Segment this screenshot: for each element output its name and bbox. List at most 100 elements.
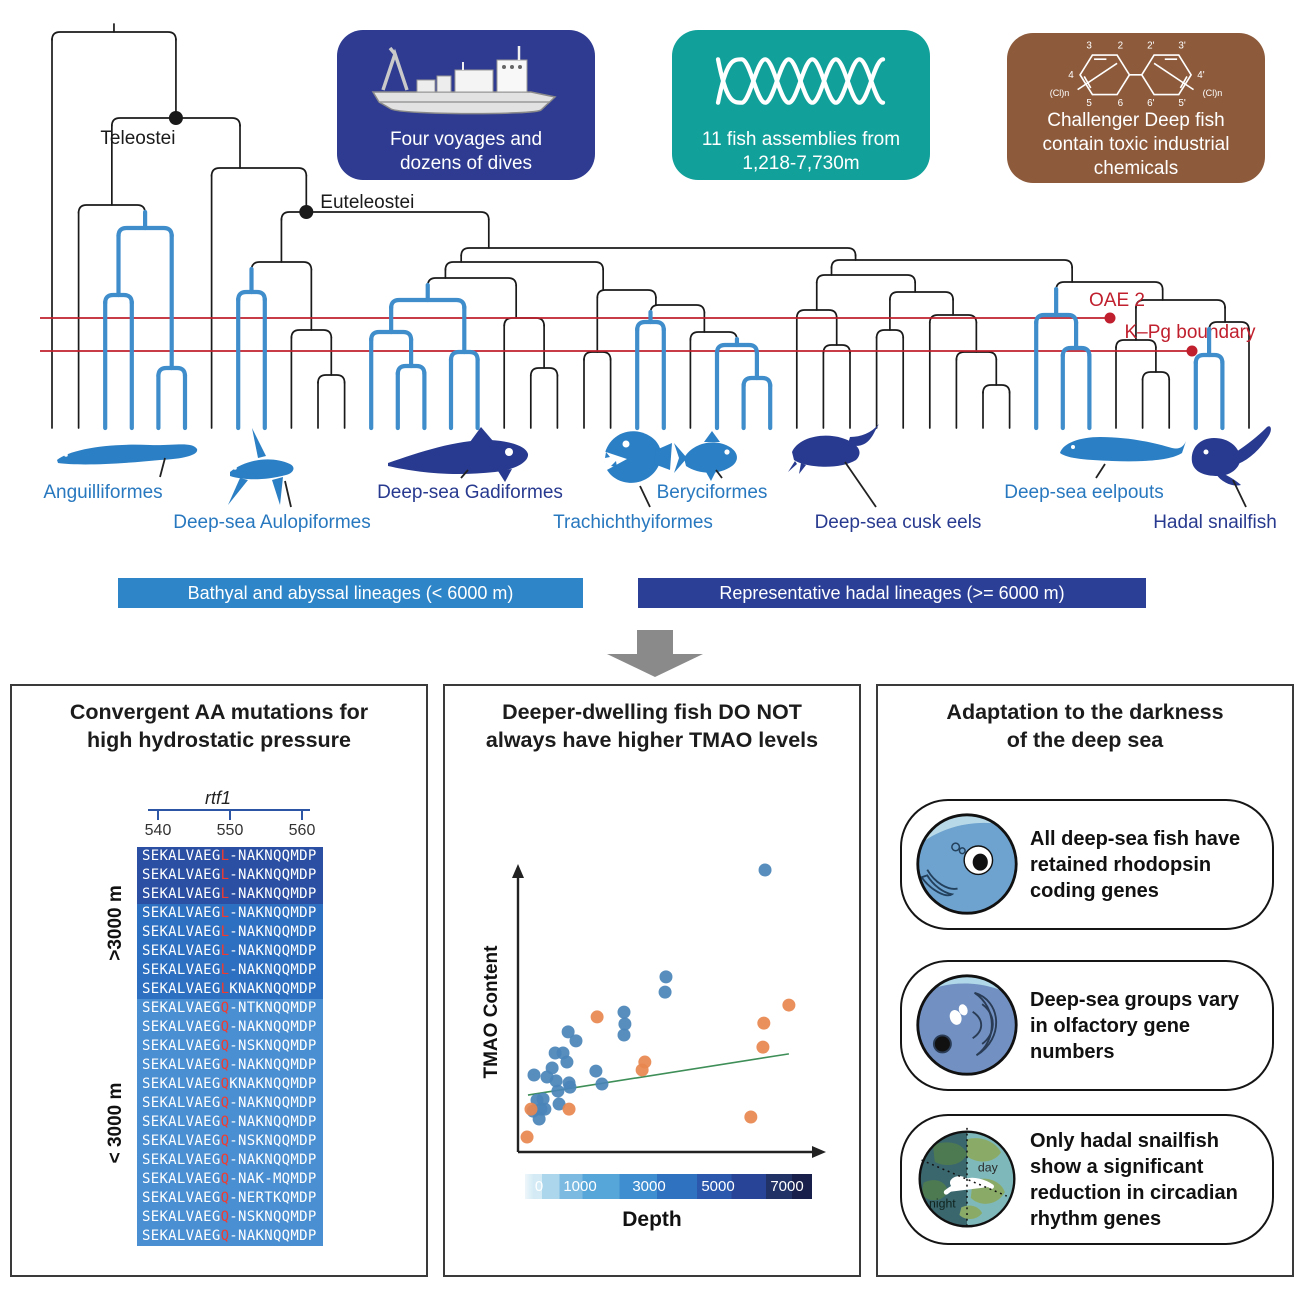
chemicals-caption: Challenger Deep fish contain toxic indus…	[1013, 109, 1259, 181]
teleostei-label: Teleostei	[100, 128, 175, 149]
panel-right-title: Adaptation to the darkness of the deep s…	[878, 698, 1292, 754]
fish-eye-icon	[914, 811, 1020, 922]
mutation-residue: Q	[220, 1114, 230, 1130]
tree-branch	[830, 259, 1073, 269]
dna-helix-icon	[672, 48, 930, 114]
mutation-residue: L	[220, 981, 230, 997]
legend-hadal: Representative hadal lineages (>= 6000 m…	[638, 578, 1146, 608]
tree-branch	[280, 211, 490, 221]
data-point	[532, 1112, 546, 1126]
ruler-tick-560: 560	[288, 822, 316, 839]
ring-number: 5'	[1178, 98, 1185, 109]
data-point	[524, 1102, 538, 1116]
tree-branch	[1115, 339, 1157, 349]
colorbar-tick-5000: 5000	[701, 1178, 735, 1195]
seq-row: SEKALVAEGQ-NSKNQQMDP	[137, 1037, 323, 1056]
tree-branch	[389, 297, 467, 311]
info-box-voyages: Four voyages and dozens of dives	[337, 30, 595, 180]
tree-branch	[635, 319, 666, 333]
tree-branch	[168, 111, 183, 125]
data-point	[758, 863, 772, 877]
data-point	[520, 1130, 534, 1144]
ring-number: 3	[1086, 41, 1092, 52]
label-hadal-snailfish: Hadal snailfish	[1153, 512, 1277, 533]
data-point	[562, 1102, 576, 1116]
seq-row: SEKALVAEGQ-NAKNQQMDP	[137, 1056, 323, 1075]
mutation-residue: Q	[220, 1228, 230, 1244]
tree-branch	[529, 367, 559, 377]
panel-darkness-adaptation: Adaptation to the darkness of the deep s…	[876, 684, 1294, 1277]
tree-branch	[103, 292, 134, 306]
card-olfactory-text: Deep-sea groups vary in olfactory gene n…	[1030, 988, 1239, 1063]
seq-row: SEKALVAEGL-NAKNQQMDP	[137, 923, 323, 942]
mutation-residue: Q	[220, 1095, 230, 1111]
mutation-residue: Q	[220, 1171, 230, 1187]
panel-mid-title: Deeper-dwelling fish DO NOT always have …	[445, 698, 859, 754]
mutation-residue: Q	[220, 1152, 230, 1168]
chemicals-line-3: chemicals	[1093, 158, 1179, 179]
fish-nose-icon	[914, 972, 1020, 1083]
fish-silhouettes	[57, 424, 1271, 505]
data-point	[551, 1084, 565, 1098]
mutation-residue: L	[220, 943, 230, 959]
assemblies-caption: 11 fish assemblies from 1,218-7,730m	[678, 128, 924, 176]
tree-branch	[290, 329, 333, 339]
tree-branch	[875, 329, 905, 339]
panel-convergent-mutations: Convergent AA mutations for high hydrost…	[10, 684, 428, 1277]
info-box-assemblies: 11 fish assemblies from 1,218-7,730m	[672, 30, 930, 180]
y-axis-arrow	[512, 864, 524, 878]
data-point	[658, 985, 672, 999]
data-point	[589, 1064, 603, 1078]
seq-row: SEKALVAEGQKNAKNQQMDP	[137, 1075, 323, 1094]
tree-branch	[1193, 352, 1225, 366]
earth-day-night-icon: day night	[914, 1126, 1020, 1237]
x-axis-label-depth: Depth	[622, 1208, 682, 1231]
seq-row: SEKALVAEGQ-NSKNQQMDP	[137, 1132, 323, 1151]
card-circadian-text: Only hadal snailfish show a significant …	[1030, 1129, 1238, 1230]
mutation-residue: Q	[220, 1000, 230, 1016]
tree-branch	[889, 291, 954, 301]
tree-branch	[815, 274, 917, 284]
mutation-residue: Q	[220, 1209, 230, 1225]
tree-branch	[116, 225, 174, 239]
aulopiformes-fish-icon	[228, 428, 294, 505]
tree-branch	[51, 31, 177, 41]
info-box-chemicals: 3 2 4 5 6 2' 3' 4' 5' 6' (Cl)n (Cl)n Cha…	[1007, 33, 1265, 183]
tree-branch	[448, 349, 480, 363]
card-circadian: day night Only hadal snailfish show a si…	[900, 1114, 1274, 1245]
tree-branch	[236, 289, 267, 303]
colorbar-tick-7000: 7000	[770, 1178, 804, 1195]
colorbar-tick-0: 0	[534, 1178, 544, 1195]
tree-branch	[395, 363, 427, 377]
tree-branch	[1141, 371, 1171, 381]
ring-number: 3'	[1178, 41, 1185, 52]
voyages-line-1: Four voyages and	[389, 129, 543, 150]
ring-number: 4	[1068, 70, 1074, 81]
mutation-residue: L	[220, 848, 230, 864]
mutation-residue: Q	[220, 1076, 230, 1092]
cusk-eel-fish-icon	[788, 424, 879, 474]
seq-row: SEKALVAEGL-NAKNQQMDP	[137, 961, 323, 980]
ring-number: 6'	[1147, 98, 1154, 109]
colorbar-tick-1000: 1000	[563, 1178, 597, 1195]
card-rhodopsin-text: All deep-sea fish have retained rhodopsi…	[1030, 827, 1241, 902]
card-olfactory: Deep-sea groups vary in olfactory gene n…	[900, 960, 1274, 1091]
oae2-marker-dot	[1104, 312, 1116, 324]
panel-left-title-line1: Convergent AA mutations for	[69, 700, 369, 724]
tmao-depth-scatter-plot	[512, 863, 826, 1158]
voyages-line-2: dozens of dives	[399, 153, 533, 174]
panel-right-title-line1: Adaptation to the darkness	[946, 700, 1224, 724]
y-axis-label-tmao: TMAO Content	[481, 945, 502, 1079]
mutation-residue: Q	[220, 1038, 230, 1054]
data-point	[590, 1010, 604, 1024]
ring-number: 2	[1118, 41, 1123, 52]
assemblies-line-1: 11 fish assemblies from	[701, 129, 901, 150]
mutation-residue: Q	[220, 1133, 230, 1149]
mutation-residue: L	[220, 886, 230, 902]
tree-branch	[1034, 312, 1079, 326]
pcb-molecule-icon: 3 2 4 5 6 2' 3' 4' 5' 6' (Cl)n (Cl)n	[1007, 37, 1265, 111]
tree-branch	[795, 309, 838, 319]
seq-row: SEKALVAEGQ-NSKNQQMDP	[137, 1208, 323, 1227]
label-connectors	[159, 457, 1247, 508]
